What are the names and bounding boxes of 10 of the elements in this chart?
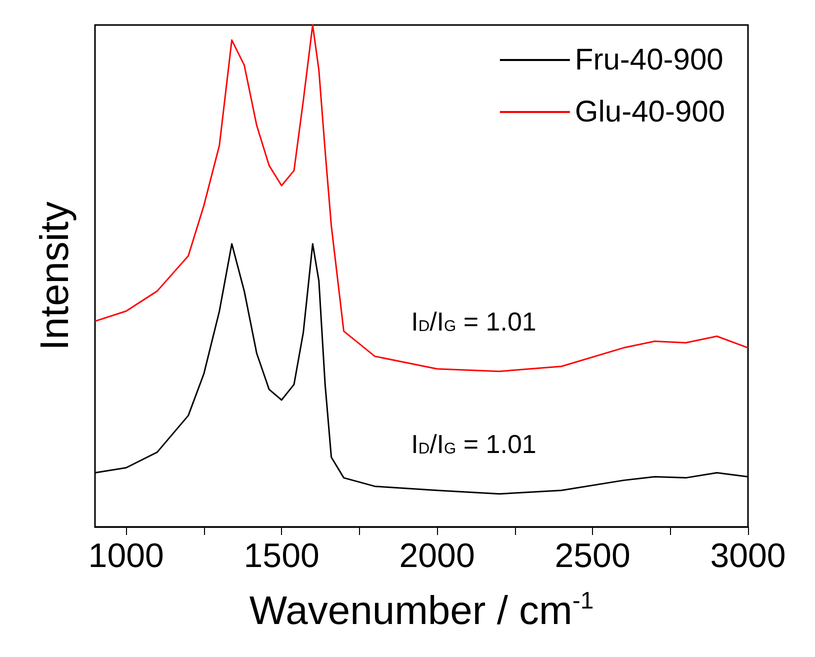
annotation: ID/IG = 1.01 xyxy=(411,428,536,459)
x-tick-label: 2000 xyxy=(399,537,475,575)
legend-label: Fru-40-900 xyxy=(574,44,724,76)
x-tick-label: 2500 xyxy=(554,537,630,575)
x-tick-label: 1000 xyxy=(88,537,164,575)
x-tick-label: 3000 xyxy=(710,537,786,575)
annotation: ID/IG = 1.01 xyxy=(411,306,536,336)
y-axis-title: Intensity xyxy=(33,202,77,350)
x-tick-label: 1500 xyxy=(244,537,320,575)
legend-label: Glu-40-900 xyxy=(574,96,726,128)
